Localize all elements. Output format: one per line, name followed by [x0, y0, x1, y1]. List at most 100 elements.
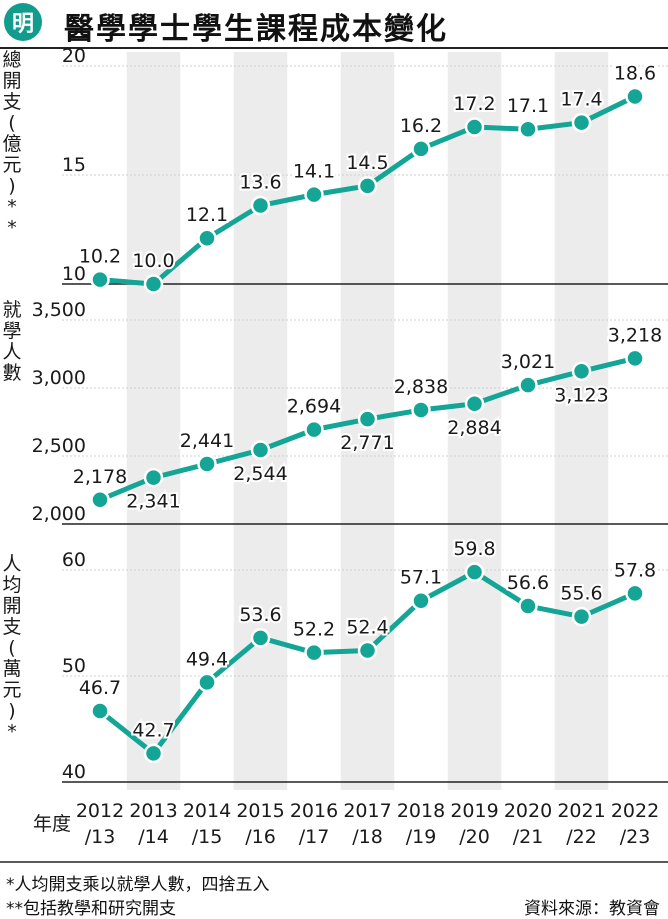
data-point [518, 596, 538, 616]
y-axis-label-char: 學 [2, 320, 21, 342]
y-tick-label: 50 [62, 655, 86, 677]
footnote-per-capita: *人均開支乘以就學人數，四捨五入 [6, 875, 270, 895]
data-label: 2,884 [447, 417, 501, 439]
data-label: 2,178 [73, 466, 127, 488]
data-label: 52.4 [346, 617, 388, 639]
y-tick-label: 10 [62, 263, 86, 285]
data-point [464, 117, 485, 137]
y-axis-label-char: 就 [2, 299, 21, 321]
data-label: 17.2 [453, 93, 495, 115]
y-tick-label: 3,500 [32, 299, 86, 321]
data-label: 2,544 [233, 463, 287, 485]
column-band [233, 52, 288, 790]
data-label: 2,838 [394, 376, 448, 398]
data-label: 3,218 [608, 324, 662, 346]
y-axis-label-char: * [7, 721, 17, 743]
data-point [625, 348, 645, 369]
data-point [250, 195, 271, 216]
data-label: 2,441 [180, 430, 234, 452]
data-point [90, 701, 110, 721]
x-axis-label: 年度 [33, 813, 71, 835]
source-note: 資料來源：教資會 [524, 899, 660, 919]
data-label: 55.6 [560, 583, 602, 605]
footnotes: *人均開支乘以就學人數，四捨五入 **包括教學和研究開支 資料來源：教資會 [0, 866, 668, 919]
x-tick-suffix: /22 [566, 826, 597, 848]
data-point [625, 583, 645, 604]
x-tick-suffix: /14 [138, 826, 169, 848]
title-bar: 明 醫學學士學生課程成本變化 [0, 0, 668, 49]
data-point [625, 86, 645, 107]
x-tick-suffix: /15 [192, 826, 223, 848]
y-tick-label: 60 [62, 549, 86, 571]
data-label: 14.5 [346, 152, 388, 174]
x-tick-year: 2015 [236, 800, 284, 822]
data-point [197, 228, 217, 248]
data-point [411, 400, 431, 420]
data-point [143, 467, 164, 488]
data-label: 3,021 [501, 351, 555, 373]
y-axis-label-char: 開 [2, 70, 21, 92]
data-point [90, 490, 110, 510]
data-point [197, 454, 217, 474]
y-axis-label-char: 均 [2, 574, 21, 596]
data-label: 10.2 [79, 246, 121, 268]
x-tick-year: 2013 [129, 800, 177, 822]
x-tick-suffix: /16 [245, 826, 276, 848]
x-tick-year: 2018 [397, 800, 445, 822]
data-point [464, 394, 485, 414]
panel-2: 2,000 2,500 3,000 3,500 就學人數 2,178 2,341 2,441 2… [2, 299, 668, 525]
data-point [90, 269, 110, 290]
y-axis-label-char: ( [8, 637, 15, 659]
data-label: 42.7 [132, 719, 174, 741]
y-axis-label-char: 元 [2, 154, 21, 176]
x-tick-year: 2014 [183, 800, 231, 822]
y-axis-label-char: 人 [2, 341, 21, 363]
data-point [357, 409, 378, 429]
newspaper-logo: 明 [4, 3, 42, 41]
column-band [126, 52, 181, 790]
x-tick-year: 2016 [290, 800, 338, 822]
chart-title: 醫學學士學生課程成本變化 [64, 12, 448, 47]
data-point [304, 419, 324, 440]
data-label: 12.1 [186, 204, 228, 226]
y-axis-label-char: 開 [2, 595, 21, 617]
data-label: 2,341 [126, 491, 180, 513]
x-tick-year: 2017 [343, 800, 391, 822]
y-tick-label: 3,000 [32, 367, 86, 389]
data-point [143, 274, 164, 294]
data-point [411, 590, 431, 611]
x-tick-suffix: /19 [406, 826, 437, 848]
x-tick-suffix: /17 [299, 826, 330, 848]
y-tick-label: 20 [62, 45, 86, 67]
footnote-total: **包括教學和研究開支 [6, 899, 176, 919]
y-axis-label-char: 億 [2, 133, 21, 155]
data-label: 49.4 [186, 648, 228, 670]
x-tick-suffix: /20 [459, 826, 490, 848]
data-label: 13.6 [239, 172, 281, 194]
data-point [571, 112, 592, 133]
y-axis-label-char: ) [8, 700, 15, 722]
data-point [518, 375, 538, 395]
data-point [250, 628, 271, 648]
data-label: 56.6 [507, 572, 549, 594]
x-tick-suffix: /21 [513, 826, 544, 848]
panel-3: 40 50 60 人均開支(萬元)* 46.7 42.7 49.4 53.6 52.2 52.4 5… [2, 536, 668, 783]
data-label: 46.7 [79, 677, 121, 699]
data-label: 14.1 [293, 161, 335, 183]
data-point [571, 361, 592, 382]
x-tick-year: 2021 [557, 800, 605, 822]
data-label: 17.1 [507, 95, 549, 117]
data-point [304, 184, 324, 205]
y-axis-label-char: 人 [2, 553, 21, 575]
x-tick-year: 2019 [450, 800, 498, 822]
x-tick-suffix: /13 [85, 826, 116, 848]
y-axis-label-char: ) [8, 175, 15, 197]
data-point [250, 440, 271, 460]
data-label: 10.0 [132, 250, 174, 272]
data-point [464, 562, 485, 582]
y-tick-label: 2,000 [32, 503, 86, 525]
y-axis-label-char: ( [8, 112, 15, 134]
x-tick-suffix: /18 [352, 826, 383, 848]
